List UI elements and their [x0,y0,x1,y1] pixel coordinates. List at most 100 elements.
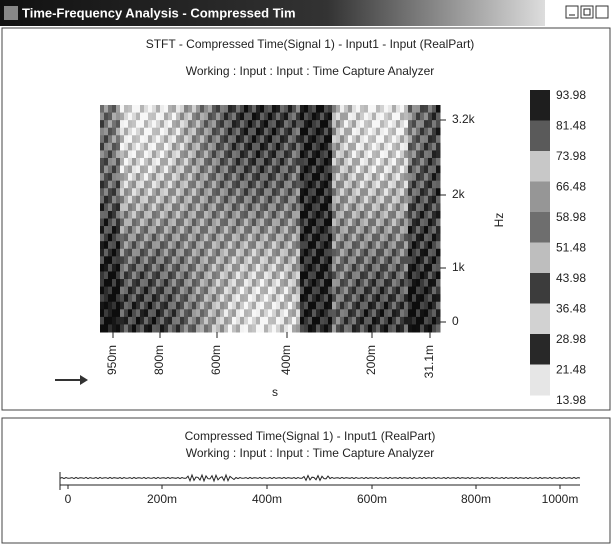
spectrogram-cell [388,309,393,318]
spectrogram-cell [404,142,409,151]
spectrogram-cell [296,241,301,250]
spectrogram-cell [336,173,341,182]
spectrogram-cell [116,324,121,333]
spectrogram-cell [388,210,393,219]
spectrogram-cell [148,226,153,235]
spectrogram-cell [188,256,193,265]
spectrogram-cell [392,195,397,204]
spectrogram-cell [224,120,229,129]
spectrogram-cell [148,203,153,212]
spectrogram-cell [360,120,365,129]
spectrogram-cell [340,120,345,129]
spectrogram-cell [432,127,437,136]
spectrogram-cell [408,173,413,182]
spectrogram-cell [128,241,133,250]
spectrogram-cell [220,150,225,159]
spectrogram-cell [180,256,185,265]
spectrogram-cell [412,226,417,235]
spectrogram-cell [140,188,145,197]
spectrogram-cell [156,150,161,159]
spectrogram-cell [372,112,377,121]
spectrogram-cell [168,203,173,212]
spectrogram-cell [316,180,321,189]
spectrogram-cell [100,195,105,204]
spectrogram-cell [284,279,289,288]
spectrogram-cell [320,233,325,242]
spectrogram-cell [164,195,169,204]
spectrogram-cell [192,127,197,136]
spectrogram-cell [204,271,209,280]
spectrogram-cell [336,324,341,333]
spectrogram-cell [292,263,297,272]
spectrogram-cell [320,157,325,167]
spectrogram-cell [328,165,333,174]
spectrogram-cell [400,263,405,272]
spectrogram-cell [100,226,105,235]
spectrogram-cell [212,263,217,272]
panel-subtitle: Working : Input : Input : Time Capture A… [186,446,435,460]
spectrogram-cell [312,218,317,227]
spectrogram-cell [432,165,437,174]
spectrogram-cell [216,127,221,136]
spectrogram-cell [352,180,357,189]
spectrogram-cell [420,120,425,129]
spectrogram-cell [376,301,381,310]
spectrogram-cell [360,203,365,212]
spectrogram-cell [348,203,353,212]
spectrogram-cell [332,286,337,295]
spectrogram-cell [400,309,405,318]
spectrogram-cell [140,309,145,318]
spectrogram-cell [420,294,425,303]
spectrogram-cell [164,120,169,129]
spectrogram-cell [360,301,365,310]
spectrogram-cell [132,263,137,272]
maximize-button[interactable] [580,5,594,19]
spectrogram-cell [348,263,353,272]
spectrogram-cell [116,127,121,136]
spectrogram-cell [408,157,413,167]
spectrogram-cell [260,150,265,159]
spectrogram-cell [284,286,289,295]
spectrogram-cell [300,233,305,242]
spectrogram-cell [380,301,385,310]
spectrogram-cell [232,150,237,159]
spectrogram-cell [132,112,137,121]
spectrogram-cell [156,286,161,295]
spectrogram-cell [152,233,157,242]
spectrogram-cell [304,127,309,136]
spectrogram-cell [428,157,433,167]
spectrogram-cell [408,210,413,219]
spectrogram-cell [320,271,325,280]
spectrogram-cell [112,294,117,303]
spectrogram-cell [360,105,365,114]
spectrogram-cell [284,263,289,272]
spectrogram-cell [192,294,197,303]
spectrogram-cell [252,105,257,114]
spectrogram-cell [248,135,253,144]
spectrogram-cell [300,173,305,182]
spectrogram-cell [396,301,401,310]
spectrogram-cell [216,180,221,189]
close-button[interactable] [595,5,609,19]
spectrogram-cell [392,210,397,219]
spectrogram-cell [420,263,425,272]
spectrogram-cell [204,112,209,121]
spectrogram-cell [196,301,201,310]
spectrogram-cell [272,226,277,235]
spectrogram-cell [184,210,189,219]
spectrogram-cell [412,120,417,129]
spectrogram-cell [208,112,213,121]
spectrogram-cell [188,195,193,204]
spectrogram-cell [416,324,421,333]
spectrogram-cell [136,150,141,159]
spectrogram-cell [268,286,273,295]
minimize-button[interactable] [565,5,579,19]
spectrogram-cell [384,256,389,265]
spectrogram-cell [204,294,209,303]
spectrogram-cell [184,165,189,174]
spectrogram-cell [416,271,421,280]
spectrogram-cell [360,135,365,144]
spectrogram-cell [120,256,125,265]
spectrogram-cell [188,286,193,295]
spectrogram-cell [384,241,389,250]
